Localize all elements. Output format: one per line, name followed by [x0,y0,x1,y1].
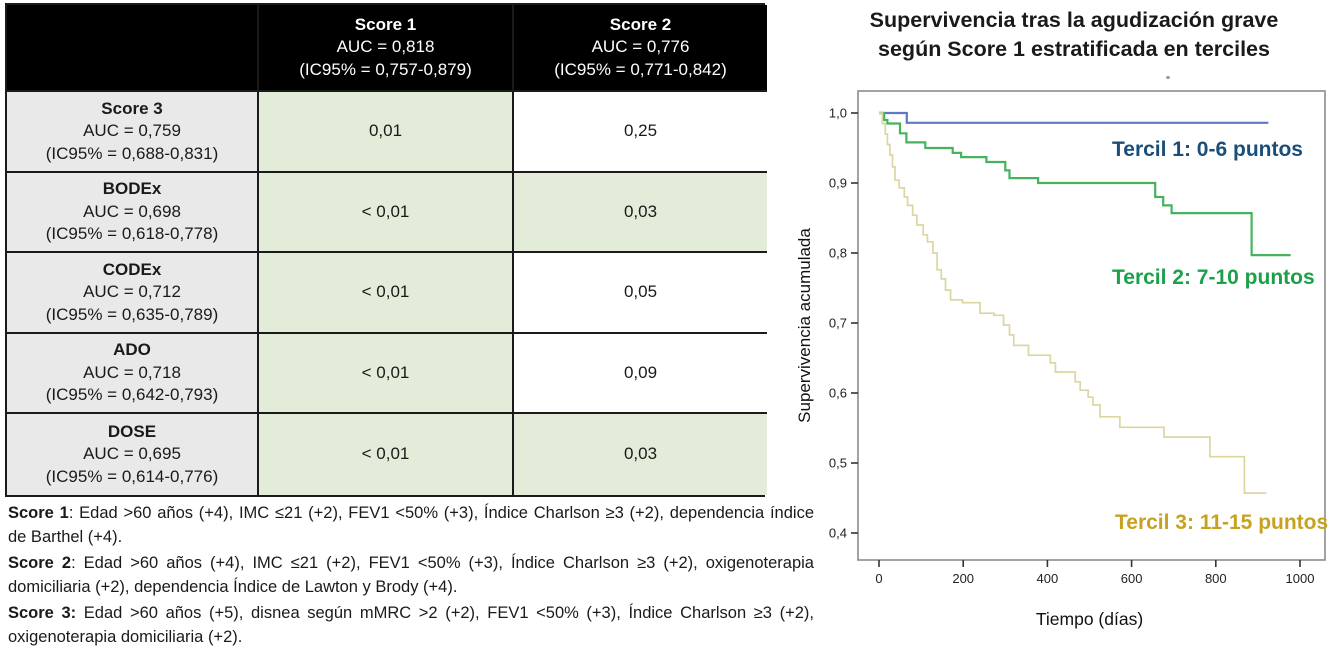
row-bodex-ic: (IC95% = 0,618-0,778) [45,224,219,244]
row-codex-auc: AUC = 0,712 [83,282,181,302]
x-tick-label: 600 [1121,571,1143,586]
p-value-cell: 0,03 [514,172,767,254]
row-ado-label: ADO AUC = 0,718 (IC95% = 0,642-0,793) [7,333,259,415]
p-value-cell: 0,05 [514,253,767,334]
x-tick-label: 800 [1205,571,1227,586]
header-score1-ic: (IC95% = 0,757-0,879) [299,59,472,79]
row-bodex-auc: AUC = 0,698 [83,201,181,221]
km-title-line2: según Score 1 estratificada en terciles [878,37,1270,62]
x-tick-label: 400 [1037,571,1059,586]
table-header-score2: Score 2 AUC = 0,776 (IC95% = 0,771-0,842… [514,5,767,92]
km-series-label-tercil-1: Tercil 1: 0-6 puntos [1112,138,1303,161]
y-tick-label: 0,7 [829,316,847,331]
km-curve-tercil-1 [879,111,1269,124]
header-score2-ic: (IC95% = 0,771-0,842) [554,59,727,79]
header-score1-auc: AUC = 0,818 [336,37,435,57]
row-dose-name: DOSE [107,422,157,442]
footnote-score3-label: Score 3: [8,604,77,623]
p-value-cell: < 0,01 [259,333,514,415]
auc-comparison-table: Score 1 AUC = 0,818 (IC95% = 0,757-0,879… [5,3,767,497]
row-bodex-name: BODEx [102,179,162,199]
y-tick-label: 0,5 [829,456,847,471]
y-tick-label: 0,9 [829,176,847,191]
row-score3-label: Score 3 AUC = 0,759 (IC95% = 0,688-0,831… [7,92,259,173]
km-curve-tercil-2 [879,111,1291,257]
km-plot-area [857,90,1326,561]
row-codex-ic: (IC95% = 0,635-0,789) [45,304,219,324]
row-score3-name: Score 3 [101,98,163,118]
km-survival-chart: 1,0 0,9 0,8 0,7 0,6 0,5 0,4 0 200 400 600 800 1000 Su… [795,90,1328,629]
row-ado-auc: AUC = 0,718 [83,362,181,382]
footnote-score1-text: : Edad >60 años (+4), IMC ≤21 (+2), FEV1… [8,504,814,547]
km-chart-title: Supervivencia tras la agudización grave … [818,6,1330,64]
footnote-score2: Score 2: Edad >60 años (+4), IMC ≤21 (+2… [8,551,814,599]
score-definitions: Score 1: Edad >60 años (+4), IMC ≤21 (+2… [8,501,814,651]
header-score2-name: Score 2 [609,14,672,34]
row-bodex-label: BODEx AUC = 0,698 (IC95% = 0,618-0,778) [7,172,259,254]
x-tick-label: 1000 [1286,571,1315,586]
p-value-cell: 0,03 [514,414,767,495]
row-dose-label: DOSE AUC = 0,695 (IC95% = 0,614-0,776) [7,414,259,495]
footnote-score2-label: Score 2 [8,554,72,573]
y-tick-label: 1,0 [829,106,847,121]
row-dose-ic: (IC95% = 0,614-0,776) [45,466,219,486]
row-codex-name: CODEx [102,259,162,279]
x-tick-label: 0 [875,571,882,586]
footnote-score1: Score 1: Edad >60 años (+4), IMC ≤21 (+2… [8,501,814,549]
footnote-score1-label: Score 1 [8,504,69,522]
p-value-cell: < 0,01 [259,414,514,495]
y-tick-label: 0,8 [829,246,847,261]
p-value-cell: < 0,01 [259,253,514,334]
x-tick-label: 200 [952,571,974,586]
row-dose-auc: AUC = 0,695 [83,444,181,464]
row-codex-label: CODEx AUC = 0,712 (IC95% = 0,635-0,789) [7,253,259,334]
row-score3-auc: AUC = 0,759 [83,121,181,141]
footnote-score2-text: : Edad >60 años (+4), IMC ≤21 (+2), FEV1… [8,554,814,597]
km-curve-tercil-3 [879,112,1267,494]
footnote-score3-text: Edad >60 años (+5), disnea según mMRC >2… [8,604,815,647]
p-value-cell: 0,09 [514,333,767,415]
km-series-label-tercil-3: Tercil 3: 11-15 puntos [1115,511,1328,534]
km-title-line1: Supervivencia tras la agudización grave [869,8,1279,32]
header-score1-name: Score 1 [354,14,417,34]
row-ado-name: ADO [113,340,151,360]
table-header-empty [7,5,259,92]
p-value-cell: 0,25 [514,92,767,173]
y-tick-label: 0,6 [829,386,847,401]
row-score3-ic: (IC95% = 0,688-0,831) [45,143,219,163]
y-tick-label: 0,4 [829,526,847,541]
p-value-cell: 0,01 [259,92,514,173]
km-series-label-tercil-2: Tercil 2: 7-10 puntos [1112,266,1315,289]
row-ado-ic: (IC95% = 0,642-0,793) [45,385,219,405]
p-value-cell: < 0,01 [259,172,514,254]
header-score2-auc: AUC = 0,776 [591,37,690,57]
y-axis-title: Supervivencia acumulada [795,228,814,423]
x-axis-title: Tiempo (días) [1036,609,1143,629]
footnote-score3: Score 3: Edad >60 años (+5), disnea segú… [8,601,814,649]
stray-dot-artifact [1166,76,1170,79]
table-header-score1: Score 1 AUC = 0,818 (IC95% = 0,757-0,879… [259,5,514,92]
